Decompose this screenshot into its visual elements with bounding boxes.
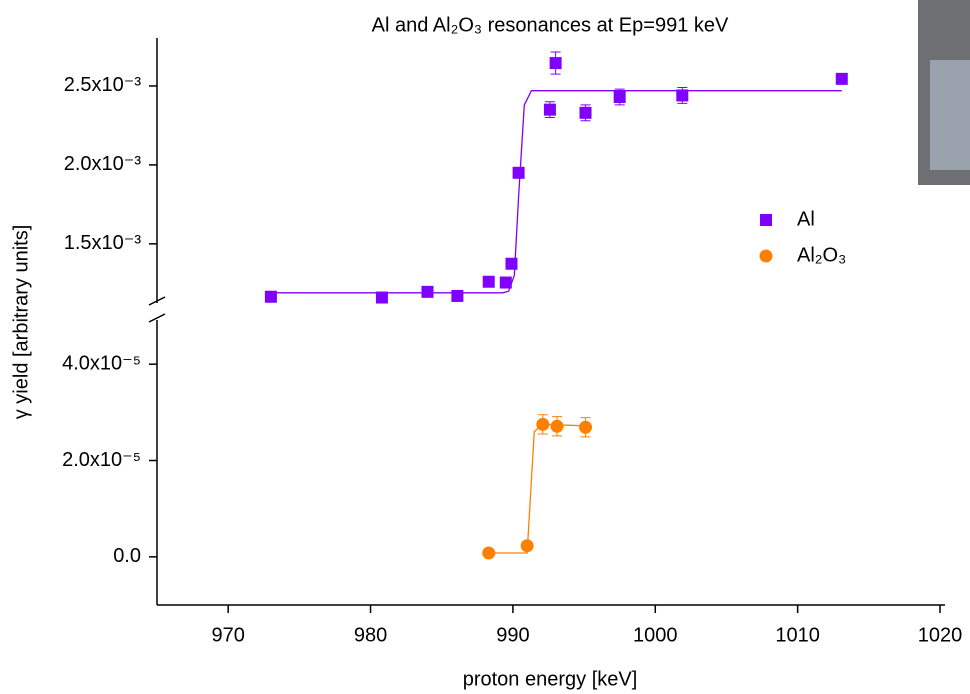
- fit-line: [488, 423, 586, 554]
- x-tick-label: 980: [354, 624, 387, 646]
- x-axis-label: proton energy [keV]: [463, 668, 638, 690]
- data-point: [550, 419, 564, 433]
- y-tick-label: 0.0: [113, 545, 141, 567]
- data-point: [264, 290, 277, 303]
- data-point: [549, 57, 562, 70]
- x-tick-label: 990: [496, 624, 529, 646]
- chart-title: Al and Al₂O₃ resonances at Ep=991 keV: [372, 14, 729, 36]
- x-tick-label: 1000: [633, 624, 678, 646]
- legend-marker: [760, 214, 772, 226]
- axis-break: [148, 296, 166, 306]
- data-point: [676, 89, 689, 102]
- data-point: [375, 291, 388, 304]
- legend-label: Al: [797, 208, 815, 230]
- y-axis-label: γ yield [arbitrary units]: [10, 225, 32, 420]
- y-tick-label: 2.0x10⁻³: [64, 153, 142, 175]
- data-point: [543, 103, 556, 116]
- data-point: [536, 417, 550, 431]
- data-point: [451, 289, 464, 302]
- data-point: [579, 106, 592, 119]
- x-tick-label: 970: [211, 624, 244, 646]
- x-tick-label: 1020: [918, 624, 963, 646]
- y-tick-label: 1.5x10⁻³: [64, 232, 142, 254]
- axis-break: [148, 313, 166, 323]
- data-point: [613, 91, 626, 104]
- data-point: [499, 276, 512, 289]
- y-tick-label: 2.0x10⁻⁵: [62, 449, 141, 471]
- y-tick-label: 2.5x10⁻³: [64, 74, 142, 96]
- data-point: [520, 539, 534, 553]
- data-point: [835, 72, 848, 85]
- photo-fragment: [930, 60, 970, 170]
- legend-marker: [759, 249, 773, 263]
- data-point: [482, 275, 495, 288]
- x-tick-label: 1010: [775, 624, 820, 646]
- legend-label: Al₂O₃: [797, 244, 846, 266]
- data-point: [579, 420, 593, 434]
- data-point: [512, 166, 525, 179]
- data-point: [505, 257, 518, 270]
- data-point: [482, 546, 496, 560]
- y-tick-label: 4.0x10⁻⁵: [62, 352, 141, 374]
- data-point: [421, 285, 434, 298]
- fit-line: [270, 90, 842, 294]
